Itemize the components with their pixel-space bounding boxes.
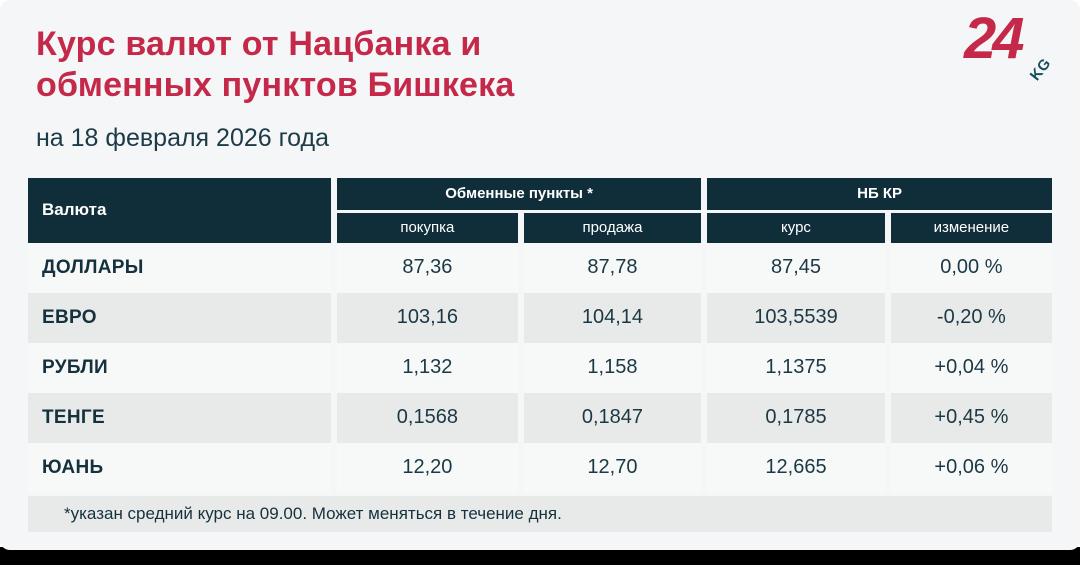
rate-value: 0,1785 — [707, 392, 885, 443]
logo-kg-suffix: KG — [1026, 55, 1055, 84]
sell-value: 1,158 — [523, 342, 702, 393]
brand-logo-24kg: 24 KG — [964, 10, 1054, 84]
rate-value: 103,5539 — [707, 292, 885, 343]
date-subtitle: на 18 февраля 2026 года — [36, 123, 330, 152]
change-value: 0,00 % — [890, 242, 1052, 293]
currency-name: РУБЛИ — [28, 342, 332, 393]
rate-value: 1,1375 — [707, 342, 885, 393]
page-title-line2: обменных пунктов Бишкека — [36, 66, 515, 105]
table-row-dollars: ДОЛЛАРЫ 87,36 87,78 87,45 0,00 % — [28, 242, 1052, 293]
buy-value: 0,1568 — [337, 392, 518, 443]
table-header: Валюта Обменные пункты * НБ КР покупка п… — [28, 177, 1052, 243]
buy-value: 12,20 — [337, 442, 518, 493]
sell-value: 104,14 — [523, 292, 702, 343]
logo-24-numerals: 24 — [964, 6, 1024, 71]
buy-value: 87,36 — [337, 242, 518, 293]
header-section: Курс валют от Нацбанка и обменных пункто… — [0, 0, 1080, 153]
page-title: Курс валют от Нацбанка и обменных пункто… — [36, 24, 1044, 107]
sell-value: 0,1847 — [523, 392, 702, 443]
currency-name: ДОЛЛАРЫ — [28, 242, 332, 293]
change-value: +0,04 % — [890, 342, 1052, 393]
infographic-panel: Курс валют от Нацбанка и обменных пункто… — [0, 0, 1080, 550]
change-value: -0,20 % — [890, 292, 1052, 343]
column-header-buy: покупка — [337, 212, 518, 243]
table-row-euro: ЕВРО 103,16 104,14 103,5539 -0,20 % — [28, 292, 1052, 343]
currency-name: ЮАНЬ — [28, 442, 332, 493]
currency-name: ЕВРО — [28, 292, 332, 343]
buy-value: 103,16 — [337, 292, 518, 343]
page-title-line1: Курс валют от Нацбанка и — [36, 25, 482, 63]
column-header-change: изменение — [890, 212, 1052, 243]
change-value: +0,06 % — [890, 442, 1052, 493]
column-group-national-bank: НБ КР — [707, 177, 1052, 210]
table-row-yuan: ЮАНЬ 12,20 12,70 12,665 +0,06 % — [28, 442, 1052, 493]
table-row-tenge: ТЕНГЕ 0,1568 0,1847 0,1785 +0,45 % — [28, 392, 1052, 443]
change-value: +0,45 % — [890, 392, 1052, 443]
footnote: *указан средний курс на 09.00. Может мен… — [28, 495, 1052, 532]
rate-value: 87,45 — [707, 242, 885, 293]
column-header-rate: курс — [707, 212, 885, 243]
column-header-currency: Валюта — [28, 177, 332, 243]
rate-value: 12,665 — [707, 442, 885, 493]
rates-table: Валюта Обменные пункты * НБ КР покупка п… — [28, 177, 1052, 532]
sell-value: 87,78 — [523, 242, 702, 293]
column-group-exchange-offices: Обменные пункты * — [337, 177, 702, 210]
sell-value: 12,70 — [523, 442, 702, 493]
bottom-black-bar — [0, 547, 1080, 565]
buy-value: 1,132 — [337, 342, 518, 393]
table-row-rubles: РУБЛИ 1,132 1,158 1,1375 +0,04 % — [28, 342, 1052, 393]
column-header-sell: продажа — [523, 212, 702, 243]
currency-name: ТЕНГЕ — [28, 392, 332, 443]
